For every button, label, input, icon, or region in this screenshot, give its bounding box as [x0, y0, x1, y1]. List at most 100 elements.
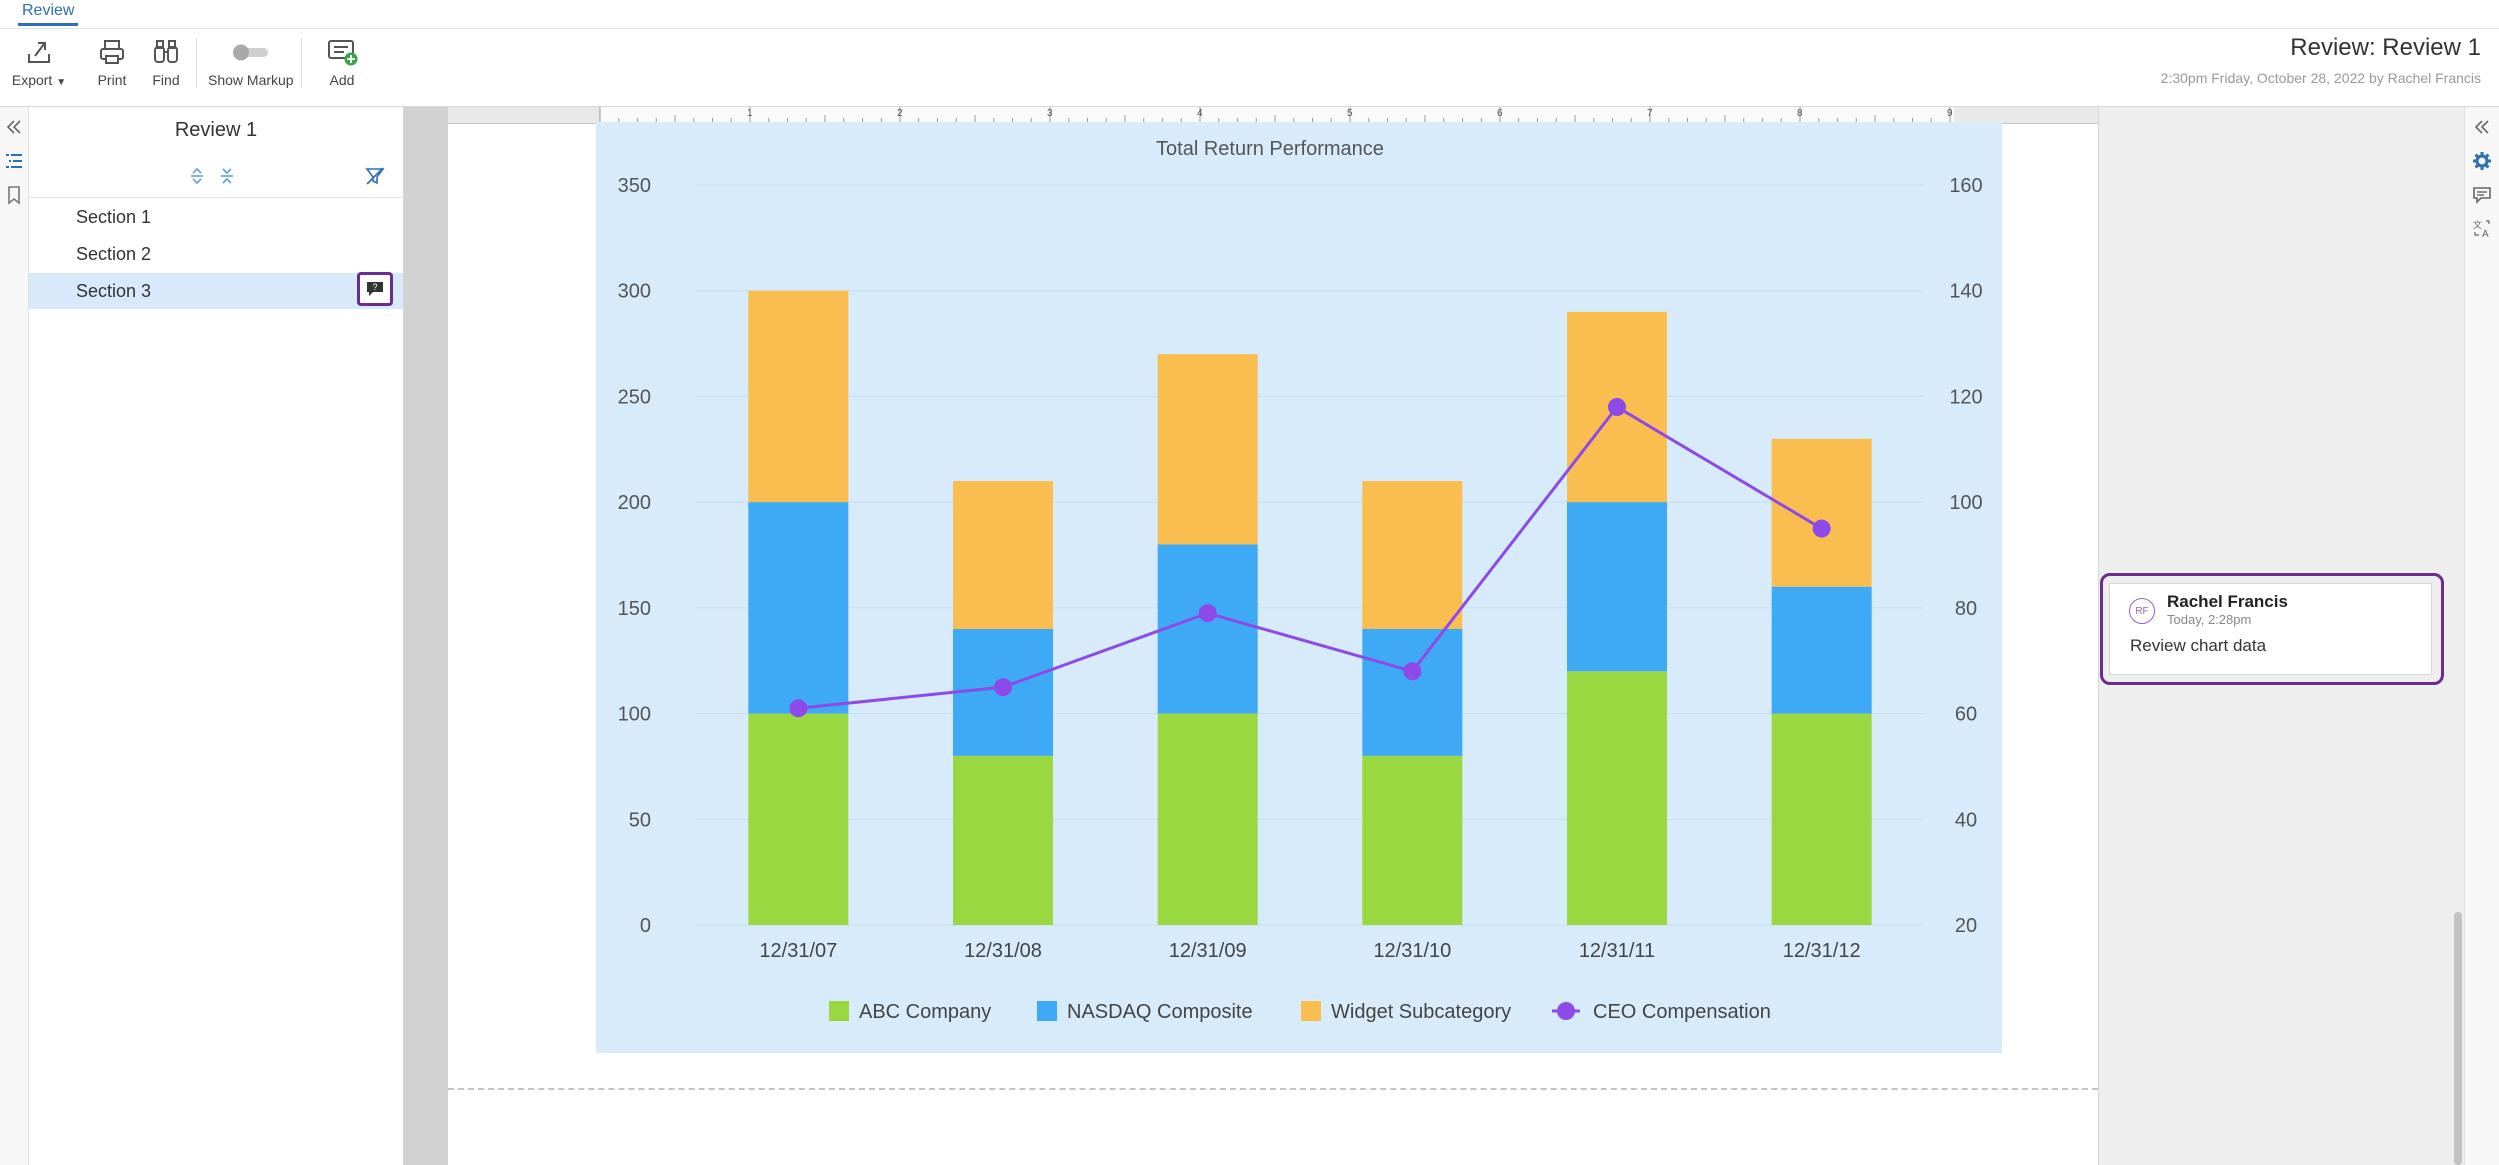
- comment-badge[interactable]: ?: [357, 272, 393, 306]
- y2-tick-label: 100: [1949, 492, 1982, 514]
- comment-icon: ?: [367, 282, 383, 296]
- x-tick-label: 12/31/07: [759, 940, 837, 962]
- page-break: [448, 1088, 2098, 1090]
- export-label: Export: [11, 72, 53, 88]
- comment-card[interactable]: RF Rachel Francis Today, 2:28pm Review c…: [2109, 583, 2432, 675]
- export-icon: [28, 42, 50, 63]
- legend-point-swatch: [1557, 1002, 1575, 1020]
- toolbar-separator: [196, 38, 197, 88]
- collapse-right-icon[interactable]: [2472, 117, 2492, 137]
- tab-underline-divider: [0, 28, 2499, 29]
- bar-nasdaq-composite: [1362, 629, 1463, 756]
- line-ceo-compensation: [798, 405, 1823, 710]
- outline-item-section-3[interactable]: Section 3 ?: [29, 272, 403, 309]
- x-tick-label: 12/31/08: [964, 940, 1042, 962]
- left-icon-strip: [0, 107, 29, 1165]
- legend-label: NASDAQ Composite: [1067, 1001, 1253, 1023]
- ruler-margin-area: [600, 107, 1954, 123]
- svg-text:A: A: [2482, 229, 2489, 239]
- bar-widget-subcategory: [1771, 438, 1872, 587]
- y-tick-label: 350: [618, 175, 651, 197]
- translate-icon[interactable]: 文 A: [2472, 219, 2492, 239]
- comments-scrollbar[interactable]: [2454, 912, 2462, 1165]
- chevron-down-icon: ▼: [56, 77, 67, 88]
- point-ceo-compensation: [1403, 662, 1422, 681]
- y2-tick-label: 80: [1955, 598, 1977, 620]
- find-label: Find: [152, 72, 180, 88]
- ribbon-toolbar: Review Export ▼ Print Find S: [0, 0, 2499, 107]
- point-ceo-compensation: [1608, 398, 1626, 416]
- outline-divider: [29, 197, 403, 198]
- ruler-ticks: 1 2 3 4 5 6 7 8 9: [599, 107, 1953, 123]
- outline-list-icon[interactable]: [4, 151, 24, 171]
- bar-abc-company: [1567, 671, 1667, 925]
- ruler-label: 3: [1047, 108, 1053, 119]
- print-icon: [100, 40, 124, 64]
- tab-review[interactable]: Review: [18, 2, 79, 26]
- svg-text:?: ?: [372, 282, 377, 292]
- point-ceo-compensation: [1198, 604, 1217, 623]
- comment-text: Review chart data: [2130, 636, 2267, 655]
- expand-all-icon[interactable]: [188, 167, 206, 185]
- chart-container[interactable]: Total Return Performance 0 50 100 150 200 250 3…: [596, 122, 2002, 1053]
- bar-abc-company: [1362, 755, 1463, 925]
- document-subtitle: 2:30pm Friday, October 28, 2022 by Rache…: [2160, 70, 2481, 86]
- document-title: Review: Review 1: [2290, 34, 2481, 61]
- x-tick-label: 12/31/10: [1373, 940, 1451, 962]
- outline-item-label: Section 1: [76, 207, 152, 227]
- outline-item-section-1[interactable]: Section 1: [29, 199, 403, 235]
- outline-tools: [29, 165, 403, 187]
- chart-svg: Total Return Performance 0 50 100 150 200 250 3…: [618, 138, 1983, 1023]
- legend-label: CEO Compensation: [1593, 1001, 1771, 1023]
- find-button[interactable]: Find: [146, 38, 186, 88]
- ruler-label: 5: [1347, 108, 1353, 119]
- bar-nasdaq-composite: [1567, 502, 1667, 672]
- outline-title: Review 1: [174, 119, 258, 141]
- bar-widget-subcategory: [953, 481, 1053, 629]
- filter-clear-icon[interactable]: [364, 165, 386, 187]
- legend-swatch: [1301, 1001, 1321, 1021]
- comment-time: Today, 2:28pm: [2167, 612, 2252, 627]
- bar-nasdaq-composite: [1771, 586, 1872, 714]
- show-markup-label: Show Markup: [208, 72, 294, 88]
- bar-abc-company: [1157, 713, 1258, 925]
- chart-title: Total Return Performance: [1156, 138, 1384, 160]
- outline-item-label: Section 2: [76, 244, 152, 264]
- add-comment-button[interactable]: Add: [322, 38, 362, 88]
- legend-label: ABC Company: [859, 1001, 991, 1023]
- ruler-label: 4: [1197, 108, 1203, 119]
- ruler-label: 8: [1797, 108, 1803, 119]
- show-markup-toggle[interactable]: Show Markup: [208, 38, 294, 88]
- y-tick-label: 250: [618, 386, 651, 408]
- y-tick-label: 300: [618, 281, 651, 303]
- gear-icon[interactable]: [2472, 151, 2492, 171]
- toolbar-separator: [301, 38, 302, 88]
- y2-tick-label: 40: [1955, 809, 1977, 831]
- toggle-switch-icon: [233, 44, 268, 61]
- x-tick-label: 12/31/09: [1169, 940, 1247, 962]
- bar-abc-company: [953, 755, 1053, 925]
- y2-tick-label: 20: [1955, 915, 1977, 937]
- svg-text:文: 文: [2473, 219, 2482, 230]
- bookmark-icon[interactable]: [4, 185, 24, 205]
- right-icon-strip: 文 A: [2464, 107, 2499, 1165]
- bar-nasdaq-composite: [748, 502, 849, 714]
- collapse-left-icon[interactable]: [4, 117, 24, 137]
- outline-item-section-2[interactable]: Section 2: [29, 236, 403, 272]
- outline-panel: Review 1 Section 1 Section 2 Section 3 ?: [29, 107, 404, 1165]
- y2-tick-label: 140: [1949, 281, 1982, 303]
- ruler-label: 1: [747, 108, 753, 119]
- add-label: Add: [329, 72, 355, 88]
- y-tick-label: 150: [618, 598, 651, 620]
- ruler-label: 9: [1947, 108, 1953, 119]
- point-ceo-compensation: [994, 678, 1012, 697]
- x-tick-label: 12/31/11: [1579, 940, 1655, 962]
- collapse-all-icon[interactable]: [218, 167, 236, 185]
- legend-label: Widget Subcategory: [1331, 1001, 1511, 1023]
- bar-widget-subcategory: [1362, 481, 1463, 629]
- legend-swatch: [1037, 1001, 1057, 1021]
- export-button[interactable]: Export ▼: [10, 38, 68, 88]
- comments-icon[interactable]: [2472, 185, 2492, 205]
- point-ceo-compensation: [789, 699, 808, 718]
- print-button[interactable]: Print: [92, 38, 132, 88]
